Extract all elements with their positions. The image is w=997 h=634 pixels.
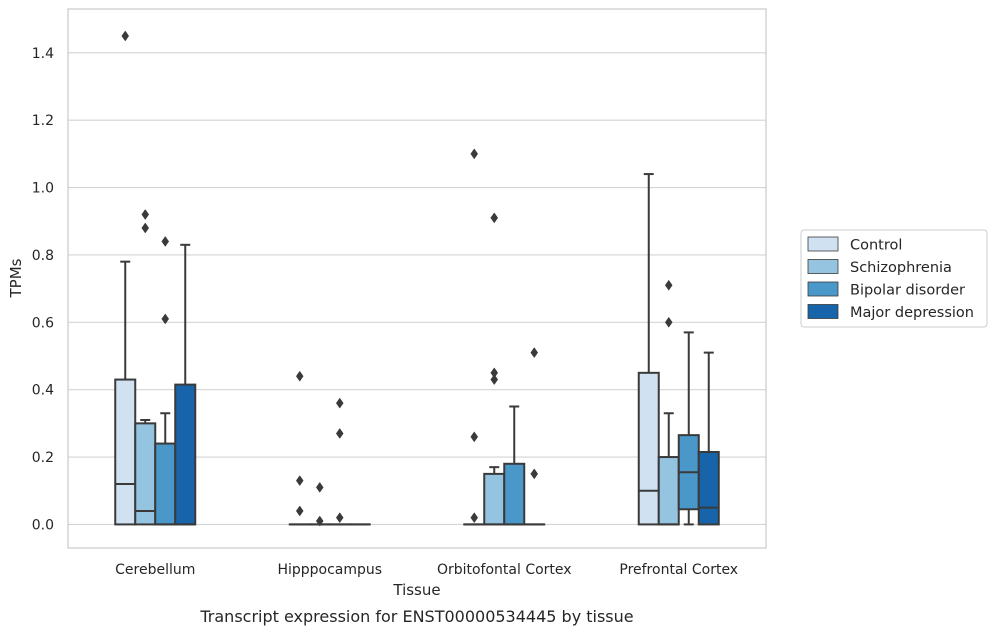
y-tick-label: 1.0 (32, 181, 54, 197)
legend-swatch (807, 281, 839, 297)
box-body (134, 422, 157, 526)
x-axis-ticks: Cerebellum Hipppocampus Orbitofontal Corte… (115, 562, 738, 578)
legend-frame (800, 229, 988, 328)
box-2-2 (503, 405, 526, 526)
box-body (637, 371, 660, 526)
legend-swatch (807, 304, 839, 319)
y-axis-ticks: 0.0 0.2 0.4 0.6 0.8 1.0 1.2 1.4 (32, 46, 54, 534)
box-body (503, 462, 526, 526)
outlier-point (530, 468, 539, 480)
outlier-point (470, 148, 479, 160)
plot-area-frame (67, 8, 767, 549)
outlier-point (315, 481, 324, 493)
outlier-point (664, 316, 673, 328)
outlier-point (335, 397, 344, 409)
y-tick-label: 0.2 (32, 450, 54, 466)
box-1-0 (288, 370, 311, 526)
box-0-3 (174, 243, 197, 526)
y-tick-label: 1.4 (32, 46, 54, 62)
boxes (114, 30, 720, 527)
outlier-point (664, 279, 673, 291)
legend: Control Schizophrenia Bipolar disorder Majo… (800, 229, 988, 328)
outlier-point (141, 222, 150, 234)
box-0-2 (154, 236, 177, 526)
outlier-point (530, 347, 539, 359)
outlier-point (470, 431, 479, 443)
outlier-point (295, 505, 304, 517)
outlier-point (335, 428, 344, 439)
outlier-point (121, 30, 130, 42)
x-tick-label: Cerebellum (115, 562, 195, 578)
box-2-0 (463, 148, 486, 526)
box-body (657, 456, 680, 526)
box-3-3 (697, 351, 720, 526)
x-axis-label: Tissue (392, 581, 440, 599)
legend-label: Bipolar disorder (850, 283, 965, 299)
outlier-point (470, 512, 479, 524)
box-2-3 (523, 347, 546, 526)
box-body (114, 378, 137, 526)
y-axis-label: TPMs (7, 258, 25, 298)
legend-swatch (807, 236, 839, 252)
outlier-point (490, 374, 499, 385)
box-1-1 (308, 481, 331, 527)
box-0-1 (134, 209, 157, 526)
y-tick-label: 1.2 (32, 113, 54, 129)
outlier-point (490, 212, 499, 224)
legend-label: Control (850, 238, 902, 254)
box-3-0 (637, 173, 660, 526)
outlier-point (315, 515, 324, 527)
box-body (697, 450, 720, 526)
box-body (154, 442, 177, 526)
y-tick-label: 0.0 (32, 517, 54, 533)
chart-caption: Transcript expression for ENST0000053444… (199, 607, 633, 626)
outlier-point (161, 236, 170, 247)
y-tick-label: 0.8 (32, 248, 54, 264)
outlier-point (161, 313, 170, 325)
box-1-2 (328, 397, 351, 526)
legend-label: Schizophrenia (850, 260, 952, 276)
legend-swatch (807, 259, 839, 274)
outlier-point (295, 475, 304, 487)
y-tick-label: 0.6 (32, 315, 54, 331)
box-0-0 (114, 30, 137, 526)
box-body (483, 472, 506, 526)
x-tick-label: Prefrontal Cortex (619, 562, 738, 578)
outlier-point (295, 370, 304, 382)
x-tick-label: Hipppocampus (277, 562, 382, 578)
box-body (174, 383, 197, 526)
box-3-1 (657, 279, 680, 526)
box-3-2 (677, 331, 700, 526)
x-tick-label: Orbitofontal Cortex (437, 562, 572, 578)
outlier-point (335, 512, 344, 524)
box-2-1 (483, 212, 506, 526)
legend-label: Major depression (850, 305, 974, 321)
outlier-point (141, 209, 150, 220)
y-tick-label: 0.4 (32, 383, 54, 399)
